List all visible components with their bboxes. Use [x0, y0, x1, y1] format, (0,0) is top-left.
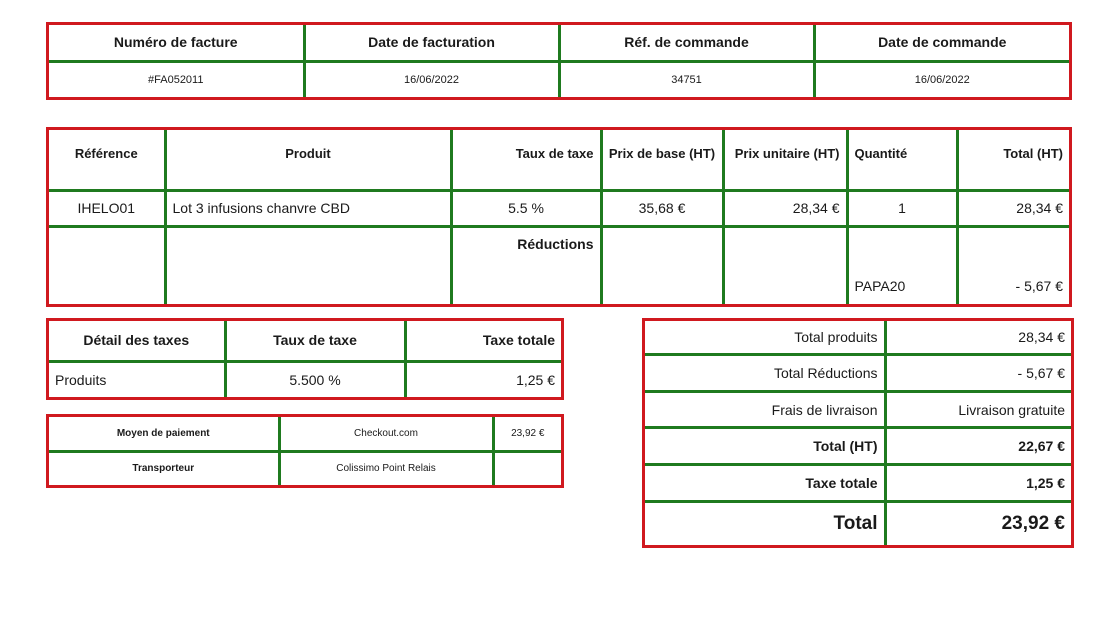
col-header-product: Produit	[163, 130, 453, 192]
tax-row-detail: Produits	[49, 359, 227, 397]
invoice-header-box: Numéro de facture Date de facturation Ré…	[46, 22, 1072, 100]
table-row: Produits 5.500 % 1,25 €	[49, 359, 561, 397]
tax-header-rate: Taux de taxe	[223, 321, 407, 363]
totals-box: Total produits 28,34 € Total Réductions …	[642, 318, 1074, 548]
products-box: Référence Produit Taux de taxe Prix de b…	[46, 127, 1072, 307]
grand-total-label: Total	[645, 499, 887, 545]
total-reductions-value: - 5,67 €	[883, 353, 1071, 393]
carrier-label: Transporteur	[49, 449, 281, 485]
col-header-reference: Référence	[49, 130, 167, 192]
col-header-quantity: Quantité	[845, 130, 959, 192]
reductions-empty-cell	[163, 224, 453, 304]
payment-box: Moyen de paiement Checkout.com 23,92 € T…	[46, 414, 564, 488]
cell-reference: IHELO01	[49, 188, 167, 228]
cell-product: Lot 3 infusions chanvre CBD	[163, 188, 453, 228]
reductions-empty-cell	[49, 224, 167, 304]
payment-method-value: Checkout.com	[277, 417, 495, 453]
discount-amount: - 5,67 €	[955, 224, 1069, 304]
tax-details-box: Détail des taxes Taux de taxe Taxe total…	[46, 318, 564, 400]
total-ht-value: 22,67 €	[883, 426, 1071, 466]
payment-table: Moyen de paiement Checkout.com 23,92 € T…	[49, 417, 561, 485]
cell-tax-rate: 5.5 %	[449, 188, 603, 228]
order-ref-label: Réf. de commande	[557, 25, 816, 63]
total-products-label: Total produits	[645, 321, 887, 357]
reductions-empty-cell	[721, 224, 849, 304]
col-header-total: Total (HT)	[955, 130, 1069, 192]
tax-row-total: 1,25 €	[403, 359, 561, 397]
payment-method-label: Moyen de paiement	[49, 417, 281, 453]
total-tax-label: Taxe totale	[645, 462, 887, 503]
cell-unit-price: 28,34 €	[721, 188, 849, 228]
col-header-base-price: Prix de base (HT)	[599, 130, 725, 192]
col-header-unit-price: Prix unitaire (HT)	[721, 130, 849, 192]
total-products-value: 28,34 €	[883, 321, 1071, 357]
invoice-date-label: Date de facturation	[302, 25, 561, 63]
carrier-value: Colissimo Point Relais	[277, 449, 495, 485]
reductions-label: Réductions	[449, 224, 603, 304]
total-ht-label: Total (HT)	[645, 426, 887, 466]
shipping-value: Livraison gratuite	[883, 389, 1071, 430]
reductions-empty-cell	[599, 224, 725, 304]
total-tax-value: 1,25 €	[883, 462, 1071, 503]
invoice-date-value: 16/06/2022	[302, 59, 561, 97]
order-date-value: 16/06/2022	[812, 59, 1069, 97]
payment-method-amount: 23,92 €	[491, 417, 561, 453]
invoice-number-value: #FA052011	[49, 59, 306, 97]
tax-details-table: Détail des taxes Taux de taxe Taxe total…	[49, 321, 561, 397]
order-ref-value: 34751	[557, 59, 816, 97]
grand-total-value: 23,92 €	[883, 499, 1071, 545]
table-row: IHELO01 Lot 3 infusions chanvre CBD 5.5 …	[49, 188, 1069, 228]
reductions-row: Réductions PAPA20 - 5,67 €	[49, 224, 1069, 304]
totals-table: Total produits 28,34 € Total Réductions …	[645, 321, 1071, 545]
invoice-number-label: Numéro de facture	[49, 25, 306, 63]
tax-row-rate: 5.500 %	[223, 359, 407, 397]
col-header-tax-rate: Taux de taxe	[449, 130, 603, 192]
cell-quantity: 1	[845, 188, 959, 228]
tax-header-total: Taxe totale	[403, 321, 561, 363]
discount-code: PAPA20	[845, 224, 959, 304]
carrier-empty-cell	[491, 449, 561, 485]
cell-base-price: 35,68 €	[599, 188, 725, 228]
cell-total: 28,34 €	[955, 188, 1069, 228]
order-date-label: Date de commande	[812, 25, 1069, 63]
total-reductions-label: Total Réductions	[645, 353, 887, 393]
shipping-label: Frais de livraison	[645, 389, 887, 430]
tax-header-detail: Détail des taxes	[49, 321, 227, 363]
products-table: Référence Produit Taux de taxe Prix de b…	[49, 130, 1069, 304]
invoice-header-table: Numéro de facture Date de facturation Ré…	[49, 25, 1069, 97]
